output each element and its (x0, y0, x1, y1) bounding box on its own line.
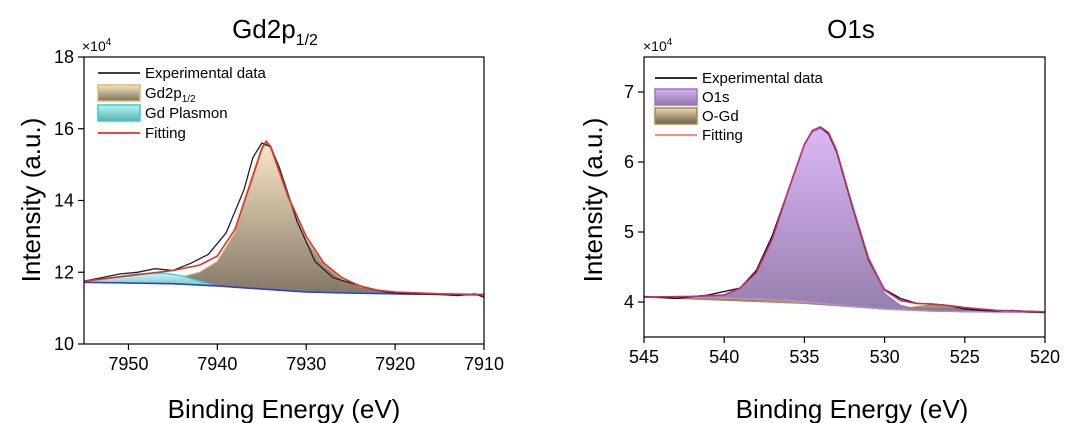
plot-area-o1s: 545 540 535 530 525 520 4 5 6 7 (624, 56, 1060, 367)
legend-o1s: Experimental data O1s O-Gd Fitting (654, 70, 824, 144)
legend-label: Gd2p1/2 (145, 85, 196, 105)
y-multiplier: ×104 (643, 37, 673, 54)
legend-swatch (654, 88, 698, 106)
legend-gd2p: Experimental data Gd2p1/2Gd Plasmon Fittin… (97, 65, 267, 142)
y-axis-label: Intensity (a.u.) (16, 118, 46, 283)
y-tick-label: 12 (54, 262, 74, 282)
y-tick-label: 4 (624, 292, 634, 312)
x-tick-label: 540 (709, 347, 739, 367)
x-axis-label: Binding Energy (eV) (736, 394, 969, 423)
x-tick-label: 530 (870, 347, 900, 367)
y-tick-label: 10 (54, 334, 74, 354)
x-tick-label: 7950 (108, 354, 148, 374)
chart-title: O1s (827, 14, 875, 44)
y-tick-label: 18 (54, 47, 74, 67)
series-line-background (644, 296, 1045, 314)
legend-swatch (97, 84, 141, 102)
y-multiplier: ×104 (82, 37, 112, 54)
peak-area-o1s (644, 127, 1045, 314)
x-tick-label: 545 (629, 347, 659, 367)
x-tick-label: 525 (950, 347, 980, 367)
x-tick-label: 520 (1030, 347, 1060, 367)
chart-title: Gd2p1/2 (232, 14, 318, 49)
series-line-fitting (84, 139, 484, 296)
y-tick-label: 7 (624, 82, 634, 102)
legend-label: O-Gd (702, 108, 739, 125)
y-tick-label: 5 (624, 222, 634, 242)
legend-label: Fitting (145, 125, 186, 142)
chart-gd2p: Gd2p1/2 ×104 Intensity (a.u.) Binding En… (16, 14, 504, 423)
x-axis-label: Binding Energy (eV) (168, 394, 401, 423)
legend-label: O1s (702, 89, 730, 106)
peak-area-gd2p1-2 (84, 142, 484, 296)
plot-area-gd2p: 7950 7940 7930 7920 7910 10 12 14 16 18 (54, 47, 504, 374)
y-tick-label: 14 (54, 191, 74, 211)
x-tick-label: 7930 (286, 354, 326, 374)
x-tick-label: 535 (789, 347, 819, 367)
y-axis-label: Intensity (a.u.) (578, 118, 608, 283)
legend-swatch (97, 104, 141, 122)
legend-swatch (654, 107, 698, 125)
x-tick-label: 7910 (464, 354, 504, 374)
x-tick-label: 7940 (197, 354, 237, 374)
x-tick-label: 7920 (375, 354, 415, 374)
legend-label: Fitting (702, 127, 743, 144)
legend-label: Experimental data (702, 70, 824, 87)
y-tick-label: 16 (54, 119, 74, 139)
y-tick-label: 6 (624, 152, 634, 172)
legend-label: Gd Plasmon (145, 105, 228, 122)
plot-frame (643, 56, 1046, 338)
chart-o1s: O1s ×104 Intensity (a.u.) Binding Energy… (578, 14, 1060, 423)
series-line-fitting (644, 126, 1045, 313)
legend-label: Experimental data (145, 65, 267, 82)
